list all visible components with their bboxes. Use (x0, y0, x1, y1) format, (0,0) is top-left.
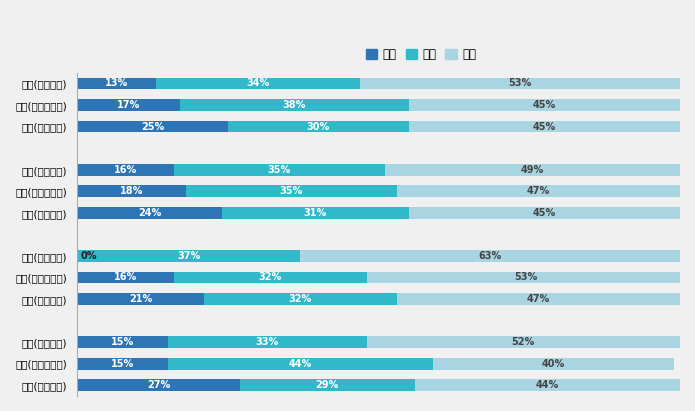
Bar (397, 293, 680, 305)
Bar (186, 185, 397, 197)
Bar (77, 99, 179, 111)
Bar (167, 336, 366, 348)
Bar (397, 185, 680, 197)
Bar (222, 207, 409, 219)
Text: 16%: 16% (114, 272, 137, 282)
Text: 15%: 15% (111, 337, 134, 347)
Bar (77, 78, 156, 89)
Bar (300, 250, 680, 262)
Bar (409, 121, 680, 132)
Bar (361, 78, 680, 89)
Text: 45%: 45% (533, 122, 556, 132)
Text: 34%: 34% (247, 79, 270, 88)
Bar (167, 358, 433, 369)
Bar (366, 272, 686, 283)
Bar (409, 207, 680, 219)
Bar (77, 293, 204, 305)
Bar (415, 379, 680, 391)
Text: 16%: 16% (114, 165, 137, 175)
Bar (228, 121, 409, 132)
Text: 35%: 35% (279, 186, 303, 196)
Text: 31%: 31% (304, 208, 327, 218)
Bar (384, 164, 680, 175)
Bar (174, 272, 366, 283)
Bar (77, 185, 186, 197)
Bar (77, 272, 174, 283)
Bar (77, 379, 240, 391)
Text: 29%: 29% (316, 380, 339, 390)
Text: 63%: 63% (478, 251, 502, 261)
Text: 44%: 44% (288, 359, 312, 369)
Text: 18%: 18% (120, 186, 143, 196)
Text: 30%: 30% (306, 122, 330, 132)
Bar (77, 164, 174, 175)
Text: 25%: 25% (141, 122, 164, 132)
Text: 27%: 27% (147, 380, 170, 390)
Bar (433, 358, 674, 369)
Bar (77, 336, 167, 348)
Bar (179, 99, 409, 111)
Text: 21%: 21% (129, 294, 152, 304)
Text: 53%: 53% (515, 272, 538, 282)
Bar (366, 336, 680, 348)
Legend: 낮다, 보통, 높다: 낮다, 보통, 높다 (361, 43, 481, 65)
Text: 52%: 52% (512, 337, 535, 347)
Text: 0%: 0% (80, 251, 97, 261)
Text: 32%: 32% (259, 272, 281, 282)
Text: 32%: 32% (288, 294, 312, 304)
Text: 37%: 37% (177, 251, 200, 261)
Text: 24%: 24% (138, 208, 161, 218)
Bar (77, 207, 222, 219)
Text: 13%: 13% (105, 79, 128, 88)
Bar (77, 250, 300, 262)
Bar (204, 293, 397, 305)
Bar (174, 164, 384, 175)
Bar (77, 358, 167, 369)
Text: 47%: 47% (527, 186, 550, 196)
Text: 47%: 47% (527, 294, 550, 304)
Text: 44%: 44% (536, 380, 559, 390)
Text: 45%: 45% (533, 208, 556, 218)
Text: 35%: 35% (268, 165, 291, 175)
Bar (409, 99, 680, 111)
Text: 45%: 45% (533, 100, 556, 110)
Text: 40%: 40% (542, 359, 565, 369)
Bar (77, 121, 228, 132)
Text: 17%: 17% (117, 100, 140, 110)
Text: 49%: 49% (521, 165, 544, 175)
Text: 15%: 15% (111, 359, 134, 369)
Text: 38%: 38% (282, 100, 306, 110)
Text: 53%: 53% (509, 79, 532, 88)
Text: 33%: 33% (256, 337, 279, 347)
Bar (240, 379, 415, 391)
Bar (156, 78, 361, 89)
